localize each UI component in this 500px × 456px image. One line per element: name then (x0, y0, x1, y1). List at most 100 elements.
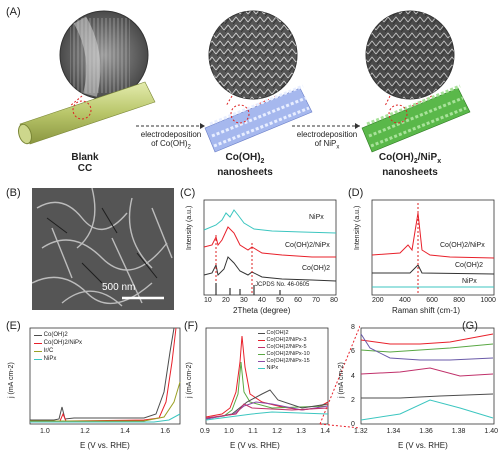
coh2-line1: Co(OH) (225, 152, 261, 163)
e-legend-text: Co(OH)2 (43, 332, 68, 338)
panel-f-ylabel: j (mA cm-2) (186, 362, 193, 398)
panel-c-curve-label-nipx: NiPx (309, 214, 324, 221)
f-xtick: 1.1 (248, 428, 258, 435)
g-xtick: 1.40 (484, 428, 498, 435)
g-ytick: 2 (351, 396, 355, 404)
panel-c-ylabel: Intensity (a.u.) (186, 205, 193, 250)
f-xtick: 1.3 (296, 428, 306, 435)
panel-a-label: (A) (6, 6, 21, 18)
panel-e-ylabel: j (mA cm-2) (8, 362, 15, 398)
composite-caption: Co(OH)2/NiPx nanosheets (378, 152, 442, 178)
panel-d-curve-label-nipx: NiPx (462, 278, 477, 285)
f-legend-nip5: Co(OH)2/NiPx-5 (258, 344, 310, 351)
panel-f-cv-chart (205, 327, 329, 425)
f-xtick: 1.4 (320, 428, 330, 435)
c-xtick: 50 (276, 297, 284, 304)
panel-e-xticks: 1.0 1.2 1.4 1.6 (40, 428, 170, 435)
e-legend-coh2: Co(OH)2 (34, 331, 82, 339)
g-curve-nip15 (360, 333, 494, 361)
e-legend-nipx: NiPx (34, 355, 82, 363)
coh2-caption: Co(OH)2 nanosheets (217, 152, 273, 178)
e-legend-irc: Ir/C (34, 347, 82, 355)
f-legend-nipx: NiPx (258, 365, 310, 372)
f-legend-nip3: Co(OH)2/NiPx-3 (258, 337, 310, 344)
e-curve-coh2 (30, 327, 175, 421)
coh2-zoom (208, 10, 298, 107)
panel-a-schematic (18, 10, 471, 153)
panel-e-xlabel: E (V vs. RHE) (80, 441, 130, 450)
panel-d-curve-label-composite: Co(OH)2/NiPx (440, 242, 485, 249)
panel-g-label: (G) (462, 320, 478, 332)
comp-line2: nanosheets (382, 167, 438, 178)
blank-line1: Blank (71, 152, 99, 163)
panel-c-label: (C) (180, 187, 196, 199)
f-xtick: 0.9 (200, 428, 210, 435)
comp-line1b: /NiP (417, 152, 438, 163)
d-xtick: 600 (426, 297, 438, 304)
arrow-1-line2: of Co(OH) (151, 139, 188, 148)
c-xtick: 80 (330, 297, 338, 304)
panel-f-legend: Co(OH)2 Co(OH)2/NiPx-3 Co(OH)2/NiPx-5 Co… (258, 330, 310, 372)
e-curve-irc (30, 381, 181, 422)
panel-d-curve-label-coh2: Co(OH)2 (455, 262, 484, 269)
panel-e-label: (E) (6, 320, 21, 332)
f-xtick: 1.2 (272, 428, 282, 435)
f-curve-nip10 (205, 361, 329, 419)
panel-g-xticks: 1.32 1.34 1.36 1.38 1.40 (354, 428, 498, 435)
f-legend-coh2: Co(OH)2 (258, 330, 310, 337)
arrow-2-line1: electrodeposition (296, 130, 358, 139)
panel-c-curve-label-coh2: Co(OH)2 (302, 265, 331, 272)
c-xtick: 10 (204, 297, 212, 304)
c-xtick: 40 (258, 297, 266, 304)
e-legend-text: Co(OH)2/NiPx (43, 340, 83, 346)
f-legend-text: Co(OH)2/NiPx-15 (266, 358, 310, 364)
e-legend-composite: Co(OH)2/NiPx (34, 339, 82, 347)
g-curve-coh2 (361, 393, 494, 399)
f-legend-text: NiPx (266, 365, 279, 371)
blank-cc-caption: Blank CC (60, 152, 110, 174)
e-xtick: 1.4 (120, 428, 130, 435)
raman-curve-composite (371, 212, 495, 259)
scale-bar-label: 500 nm (102, 282, 136, 293)
panel-c-xrd-chart (203, 199, 337, 296)
g-xtick: 1.32 (354, 428, 368, 435)
panel-f-xlabel: E (V vs. RHE) (230, 441, 280, 450)
xrd-curve-composite (203, 226, 336, 258)
composite-rod (361, 84, 471, 153)
panel-e-lsv-chart (29, 327, 181, 425)
g-ytick: 8 (351, 324, 355, 331)
jcpds-sticks (215, 283, 281, 295)
d-xtick: 800 (453, 297, 465, 304)
d-xtick: 200 (372, 297, 384, 304)
arrow-2-caption: electrodeposition of NiPx (296, 130, 358, 151)
panel-e-legend: Co(OH)2 Co(OH)2/NiPx Ir/C NiPx (34, 331, 82, 363)
arrow-1-caption: electrodeposition of Co(OH)2 (140, 130, 202, 151)
panel-g-zoom-chart (360, 327, 495, 425)
c-xtick: 60 (294, 297, 302, 304)
f-curve-nipx (205, 411, 329, 421)
f-legend-nip15: Co(OH)2/NiPx-15 (258, 358, 310, 365)
g-curve-composite (360, 333, 494, 345)
coh2-line2: nanosheets (217, 167, 273, 178)
f-legend-nip10: Co(OH)2/NiPx-10 (258, 351, 310, 358)
panel-g-ylabel: j (mA cm-2) (338, 362, 345, 398)
blank-cc-rod (18, 81, 156, 145)
f-xtick: 1.0 (224, 428, 234, 435)
c-xtick: 30 (240, 297, 248, 304)
panel-d-label: (D) (348, 187, 364, 199)
g-curve-nip10 (360, 343, 494, 353)
e-xtick: 1.6 (160, 428, 170, 435)
e-xtick: 1.2 (80, 428, 90, 435)
e-legend-text: NiPx (43, 356, 57, 362)
panel-g-xlabel: E (V vs. RHE) (398, 441, 448, 450)
blank-cc-zoom (59, 10, 149, 107)
g-curve-nip5 (360, 367, 494, 377)
g-curve-nipx (360, 399, 494, 421)
e-xtick: 1.0 (40, 428, 50, 435)
panel-c-xlabel: 2Theta (degree) (233, 306, 291, 315)
panel-c-xticks: 10 20 30 40 50 60 70 80 (204, 297, 338, 304)
f-curve-nip5 (205, 403, 329, 419)
blank-line2: CC (77, 163, 93, 174)
panel-d-raman-chart (371, 199, 495, 296)
xrd-curve-coh2 (203, 256, 337, 282)
